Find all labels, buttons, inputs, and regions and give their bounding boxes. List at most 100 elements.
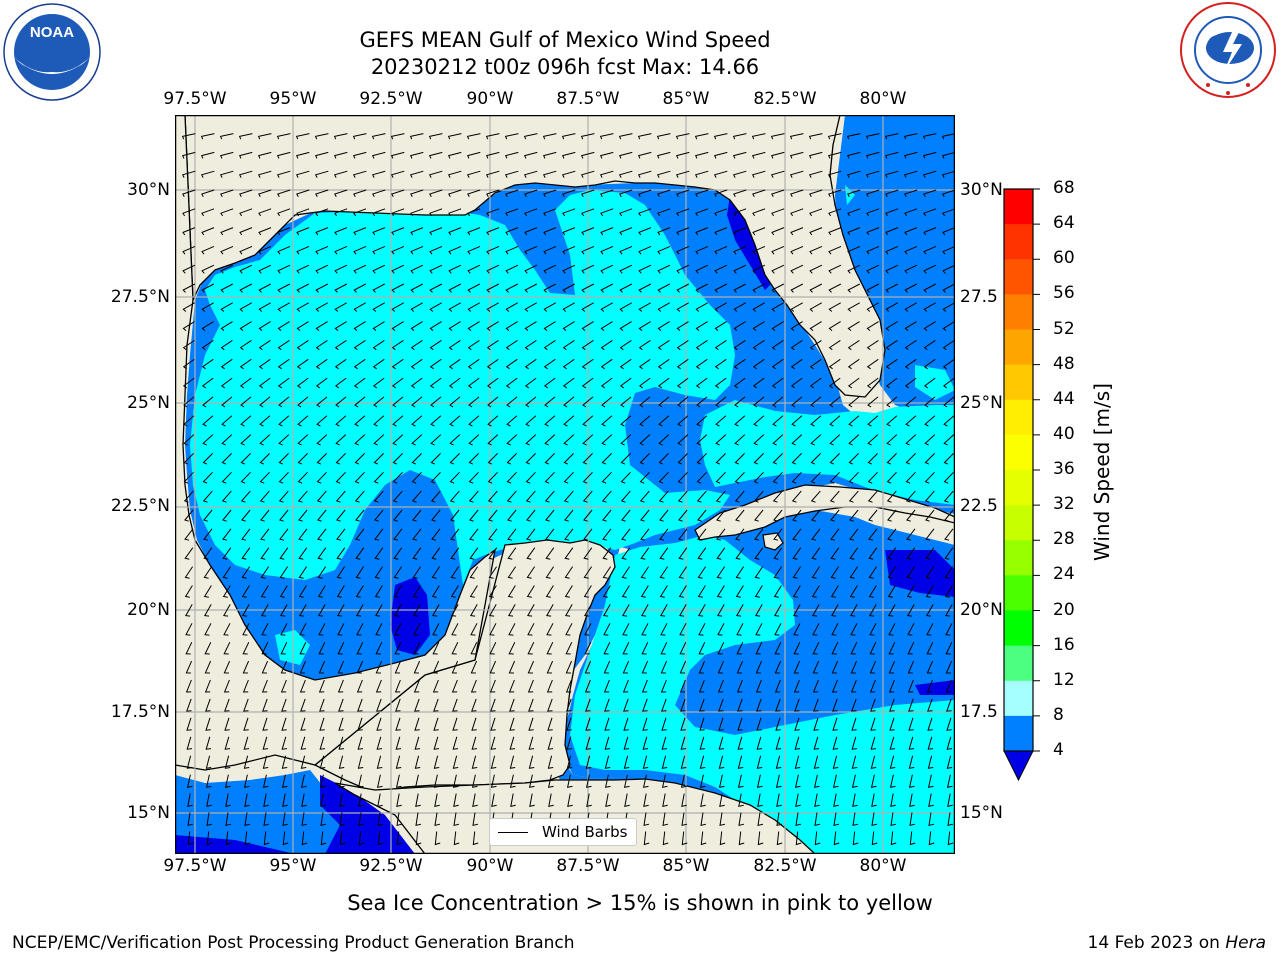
wind-barb xyxy=(677,396,689,408)
wind-barb xyxy=(868,566,878,579)
wind-barb xyxy=(448,227,462,236)
wind-barb xyxy=(733,358,746,370)
wind-barb xyxy=(543,227,557,236)
wind-barb xyxy=(866,245,880,255)
wind-barb xyxy=(262,755,269,769)
wind-barb xyxy=(505,302,518,312)
wind-barb xyxy=(223,641,231,655)
wind-barb xyxy=(315,245,329,255)
lat-label-left: 20°N xyxy=(127,600,170,620)
wind-barb xyxy=(699,736,706,750)
wind-barb xyxy=(353,377,366,389)
wind-barb xyxy=(889,736,896,750)
wind-barb xyxy=(828,283,842,293)
wind-barb xyxy=(561,170,576,178)
wind-barb xyxy=(183,415,195,427)
wind-barb xyxy=(886,396,898,408)
wind-barb xyxy=(415,831,422,846)
wind-barb xyxy=(507,566,517,579)
wind-barb xyxy=(717,679,724,693)
wind-barb xyxy=(505,358,518,370)
wind-barb xyxy=(638,227,652,236)
wind-barb xyxy=(867,415,879,427)
lat-label-right: 20°N xyxy=(960,600,1003,620)
wind-barb xyxy=(202,415,214,427)
wind-barb xyxy=(356,679,363,693)
wind-barb xyxy=(201,339,214,351)
wind-barb xyxy=(753,453,764,465)
wind-barb xyxy=(565,660,573,674)
wind-barb xyxy=(506,490,517,503)
wind-barb xyxy=(828,358,841,370)
wind-barb xyxy=(849,566,859,579)
wind-barb xyxy=(563,396,575,408)
colorbar-tick-label: 28 xyxy=(1053,529,1075,550)
wind-barb xyxy=(201,283,215,293)
wind-barb xyxy=(415,812,422,827)
wind-barb xyxy=(242,660,250,674)
wind-barb xyxy=(281,698,287,712)
wind-barb xyxy=(639,453,650,465)
wind-barb xyxy=(562,377,575,389)
wind-barb xyxy=(866,302,879,312)
wind-barb xyxy=(239,302,252,312)
wind-barb xyxy=(695,245,709,255)
wind-barb xyxy=(429,321,442,331)
wind-zone-below-4-caribbean xyxy=(885,550,955,597)
wind-barb xyxy=(542,170,557,178)
wind-barb xyxy=(186,736,193,750)
wind-barb xyxy=(904,283,918,293)
wind-barb xyxy=(604,717,610,731)
wind-barb xyxy=(738,793,744,808)
wind-barb xyxy=(907,679,914,693)
wind-barb xyxy=(184,566,194,579)
wind-barb xyxy=(847,283,861,293)
wind-barb xyxy=(185,623,193,636)
wind-barb xyxy=(696,453,707,465)
lat-label-right: 27.5 xyxy=(960,287,998,307)
wind-barb xyxy=(662,793,668,808)
lat-label-left: 17.5°N xyxy=(110,702,170,722)
wind-barb xyxy=(507,509,517,522)
wind-barb xyxy=(434,793,440,808)
wind-barb xyxy=(695,227,709,236)
wind-barb xyxy=(258,245,272,255)
wind-barb xyxy=(200,133,215,140)
wind-barb xyxy=(639,471,650,484)
wind-barb xyxy=(296,189,310,197)
wind-barb xyxy=(487,490,498,503)
wind-barb xyxy=(526,604,535,617)
wind-barb xyxy=(771,339,784,351)
wind-barb xyxy=(182,339,195,351)
wind-barb xyxy=(657,189,671,197)
colorbar xyxy=(1000,188,1050,784)
wind-barb xyxy=(410,283,424,293)
wind-barb xyxy=(279,604,288,617)
wind-barb xyxy=(282,812,289,827)
wind-barb xyxy=(771,302,784,312)
wind-barb xyxy=(222,604,231,617)
wind-barb xyxy=(657,302,670,312)
wind-barb xyxy=(909,831,916,846)
wind-barb xyxy=(356,623,364,636)
wind-barb xyxy=(505,377,518,389)
wind-barb xyxy=(334,377,347,389)
wind-barb xyxy=(277,321,290,331)
wind-barb xyxy=(695,264,709,274)
wind-barb xyxy=(583,528,593,541)
wind-barb xyxy=(182,302,195,312)
wind-barb xyxy=(789,170,804,178)
wind-barb xyxy=(850,641,858,655)
wind-barb xyxy=(928,793,934,808)
wind-barb xyxy=(906,566,916,579)
wind-barb xyxy=(204,660,212,674)
wind-barb xyxy=(908,717,914,731)
wind-barb xyxy=(603,660,611,674)
wind-barb xyxy=(943,396,955,408)
wind-barb xyxy=(353,321,366,331)
colorbar-label: Wind Speed [m/s] xyxy=(1090,383,1114,561)
wind-barb xyxy=(905,490,916,503)
wind-barb xyxy=(510,793,516,808)
wind-barb xyxy=(375,623,383,636)
wind-barb xyxy=(447,133,462,140)
